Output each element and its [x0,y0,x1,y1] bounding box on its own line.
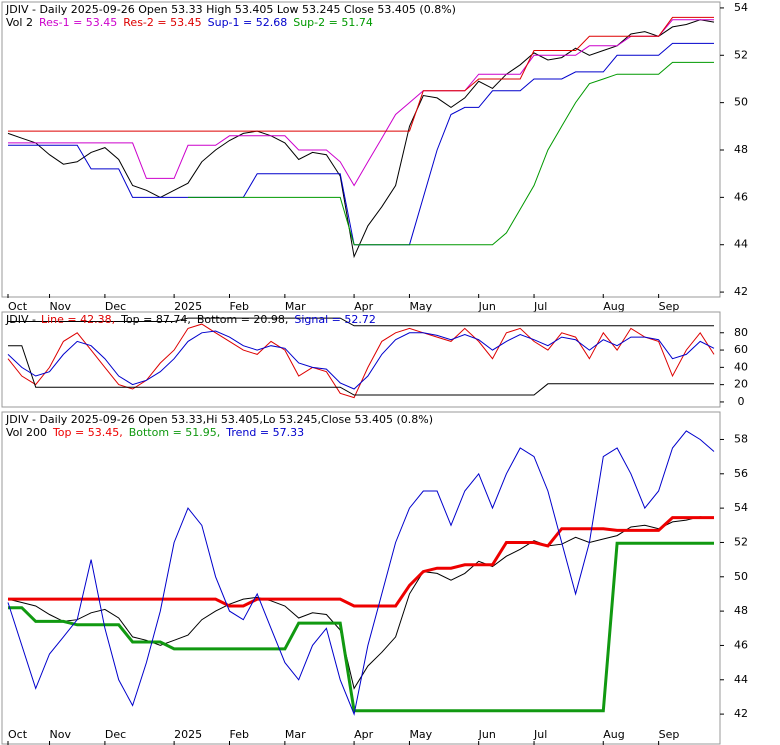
x-tick-label: Mar [285,728,306,741]
panel-title: JDIV - Daily 2025-09-26 Open 53.33 High … [5,3,456,16]
x-tick-label: Oct [8,300,28,313]
y-tick-label: 46 [734,638,748,651]
x-tick-label: Apr [354,728,374,741]
series-line [8,541,714,713]
legend-entry: Res-2 = 53.45 [123,16,201,29]
x-tick-label: Mar [285,300,306,313]
y-tick-label: 0 [738,395,745,408]
x-tick-label: 2025 [174,728,202,741]
y-tick-label: 42 [734,707,748,720]
legend-entry: Res-1 = 53.45 [39,16,117,29]
panel-subtitle: Vol 200 [6,426,47,439]
x-tick-label: 2025 [174,300,202,313]
y-tick-label: 52 [734,48,748,61]
x-tick-label: Feb [229,728,248,741]
series-line [8,19,714,187]
series-line [7,430,715,716]
legend-entry: Top = 87.74, [120,313,191,326]
legend-entry: Sup-1 = 52.68 [208,16,288,29]
x-tick-label: Nov [50,728,72,741]
y-tick-label: 42 [734,285,748,298]
series-line [8,317,714,327]
series-line [7,330,715,390]
panel-title: JDIV - Daily 2025-09-26 Open 53.33,Hi 53… [5,413,433,426]
x-tick-label: Jul [533,728,547,741]
panel-frame [1,311,721,408]
y-tick-label: 50 [734,570,748,583]
panel-title: JDIV - [5,313,36,326]
y-tick-label: 80 [734,326,748,339]
y-tick-label: 50 [734,96,748,109]
y-tick-label: 40 [734,360,748,373]
x-tick-label: Sep [659,300,680,313]
y-tick-label: 46 [734,190,748,203]
series-line [8,516,714,608]
series-line [8,345,714,396]
x-tick-label: Dec [105,300,126,313]
y-tick-label: 48 [734,143,748,156]
series-line [8,16,714,132]
x-tick-label: Aug [603,300,624,313]
x-tick-label: Aug [603,728,624,741]
x-tick-label: May [409,728,432,741]
y-tick-label: 56 [734,467,748,480]
y-tick-label: 20 [734,378,748,391]
legend-entry: Top = 53.45, [52,426,123,439]
series-line [188,61,714,246]
x-tick-label: Jun [478,728,496,741]
x-tick-label: Jul [533,300,547,313]
legend-entry: Signal = 52.72 [294,313,376,326]
x-tick-label: Sep [659,728,680,741]
x-tick-label: Oct [8,728,28,741]
series-line [7,516,715,690]
y-tick-label: 52 [734,535,748,548]
legend-entry: Line = 42.38, [41,313,115,326]
panel-frame [1,411,721,745]
legend-entry: Bottom = 51.95, [129,426,221,439]
y-tick-label: 54 [734,501,748,514]
panel-subtitle: Vol 2 [6,16,33,29]
legend-entry: Trend = 57.33 [225,426,304,439]
legend-entry: Sup-2 = 51.74 [293,16,373,29]
x-tick-label: May [409,300,432,313]
x-tick-label: Apr [354,300,374,313]
x-tick-label: Dec [105,728,126,741]
y-tick-label: 60 [734,343,748,356]
y-tick-label: 44 [734,673,748,686]
x-tick-label: Feb [229,300,248,313]
y-tick-label: 44 [734,238,748,251]
y-tick-label: 58 [734,432,748,445]
legend-entry: Bottom = 20.98, [197,313,289,326]
series-line [7,19,715,259]
y-tick-label: 48 [734,604,748,617]
x-tick-label: Jun [478,300,496,313]
x-tick-label: Nov [50,300,72,313]
y-tick-label: 54 [734,1,748,14]
